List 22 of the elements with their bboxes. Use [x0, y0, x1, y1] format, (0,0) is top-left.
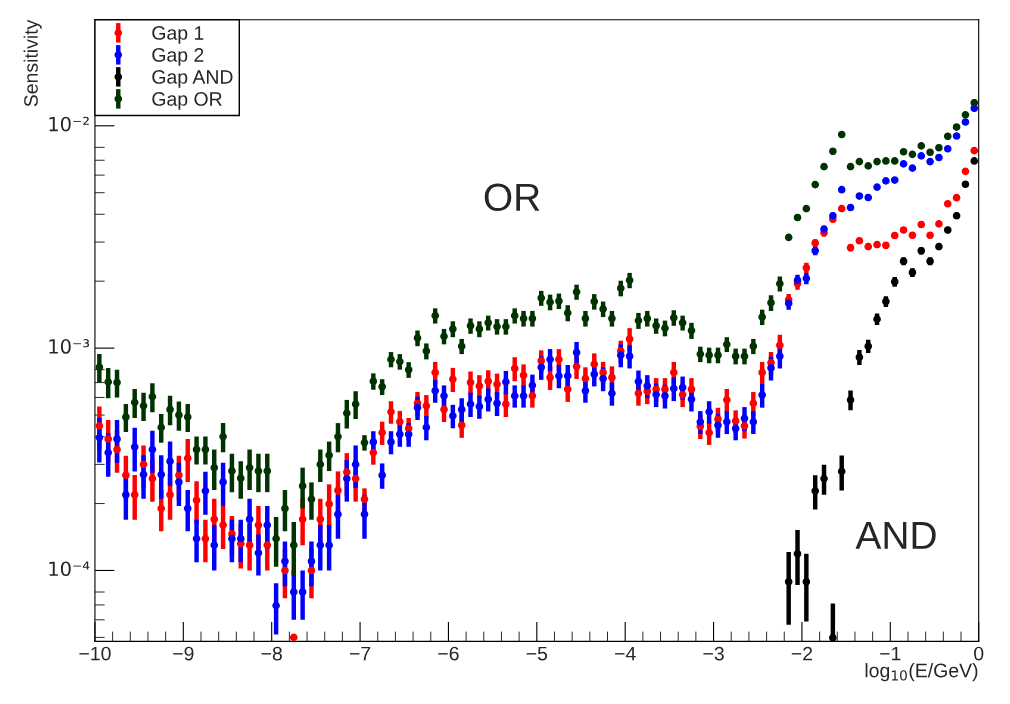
annotation: AND: [855, 522, 936, 549]
x-tick-label: 0: [974, 646, 984, 661]
x-tick-label: −1: [880, 646, 901, 661]
legend-label: Gap 2: [152, 48, 204, 66]
x-tick-label: −9: [173, 646, 194, 661]
legend-label: Gap AND: [152, 70, 233, 88]
y-tick-label: 10⁻⁴: [49, 561, 90, 577]
x-tick-label: −2: [791, 646, 813, 661]
x-tick-label: −6: [438, 646, 459, 661]
y-tick-label: 10⁻²: [49, 116, 89, 132]
y-axis-title: Sensitivity: [23, 19, 42, 107]
annotation: OR: [484, 183, 540, 212]
x-axis-title: log$_{10}$(E/GeV): [865, 663, 978, 682]
x-tick-label: −3: [703, 646, 724, 661]
legend-label: Gap OR: [152, 92, 222, 110]
x-tick-label: −10: [79, 646, 111, 661]
legend-label: Gap 1: [152, 26, 204, 44]
x-tick-label: −4: [615, 646, 636, 661]
y-tick-label: 10⁻³: [49, 339, 90, 354]
x-tick-label: −5: [526, 646, 548, 661]
x-tick-label: −7: [349, 646, 371, 661]
x-tick-label: −8: [261, 646, 282, 661]
